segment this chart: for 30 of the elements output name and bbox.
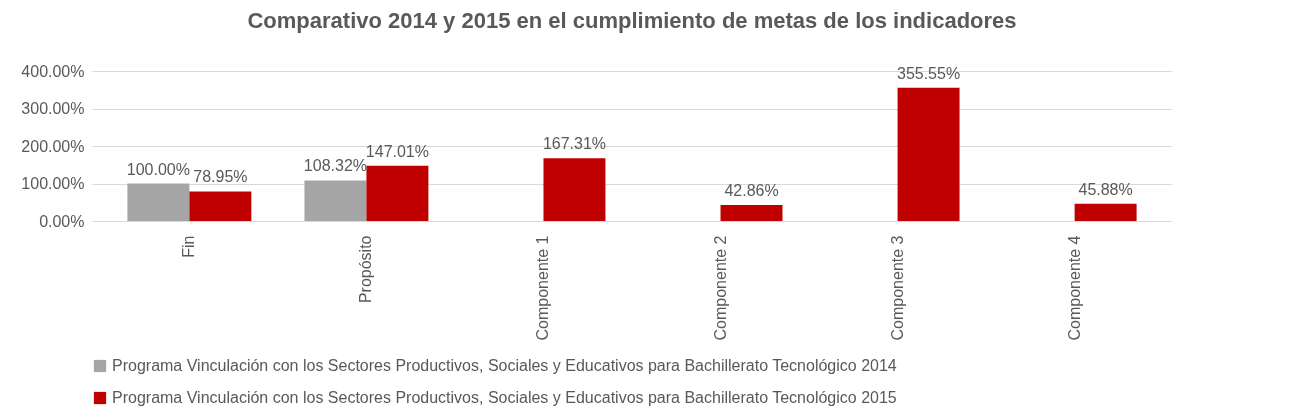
bar — [304, 180, 367, 221]
data-label: 100.00% — [126, 160, 190, 178]
bar — [897, 87, 960, 221]
x-tick-label: Componente 2 — [711, 235, 729, 341]
legend-label: Programa Vinculación con los Sectores Productivos, Sociales y Educativos para Bachillerato Tecnológico 2015 — [112, 389, 897, 406]
bar — [1074, 203, 1137, 221]
x-tick-label: Componente 3 — [888, 235, 906, 341]
data-label: 355.55% — [896, 64, 961, 82]
bar — [366, 165, 429, 221]
y-tick-label: 0.00% — [39, 212, 85, 230]
data-label: 45.88% — [1078, 180, 1133, 198]
y-tick-label: 300.00% — [21, 100, 85, 117]
data-label: 42.86% — [724, 181, 779, 199]
y-tick-label: 400.00% — [21, 62, 85, 80]
bar — [189, 191, 252, 221]
x-tick-label: Fin — [180, 235, 198, 258]
chart-title: Comparativo 2014 y 2015 en el cumplimiento de metas de los indicadores — [247, 8, 1017, 33]
bar — [127, 183, 190, 221]
x-tick-label: Componente 4 — [1065, 235, 1083, 341]
data-label: 147.01% — [365, 142, 429, 160]
y-tick-label: 100.00% — [21, 175, 85, 192]
y-tick-label: 200.00% — [21, 137, 85, 155]
x-tick-label: Componente 1 — [534, 235, 552, 341]
data-label: 108.32% — [303, 157, 368, 175]
bar — [543, 158, 606, 221]
data-label: 167.31% — [542, 135, 607, 153]
legend-label: Programa Vinculación con los Sectores Productivos, Sociales y Educativos para Bachillerato Tecnológico 2014 — [112, 357, 897, 374]
bar — [720, 204, 783, 221]
data-label: 78.95% — [193, 168, 248, 186]
x-tick-label: Propósito — [357, 235, 375, 304]
